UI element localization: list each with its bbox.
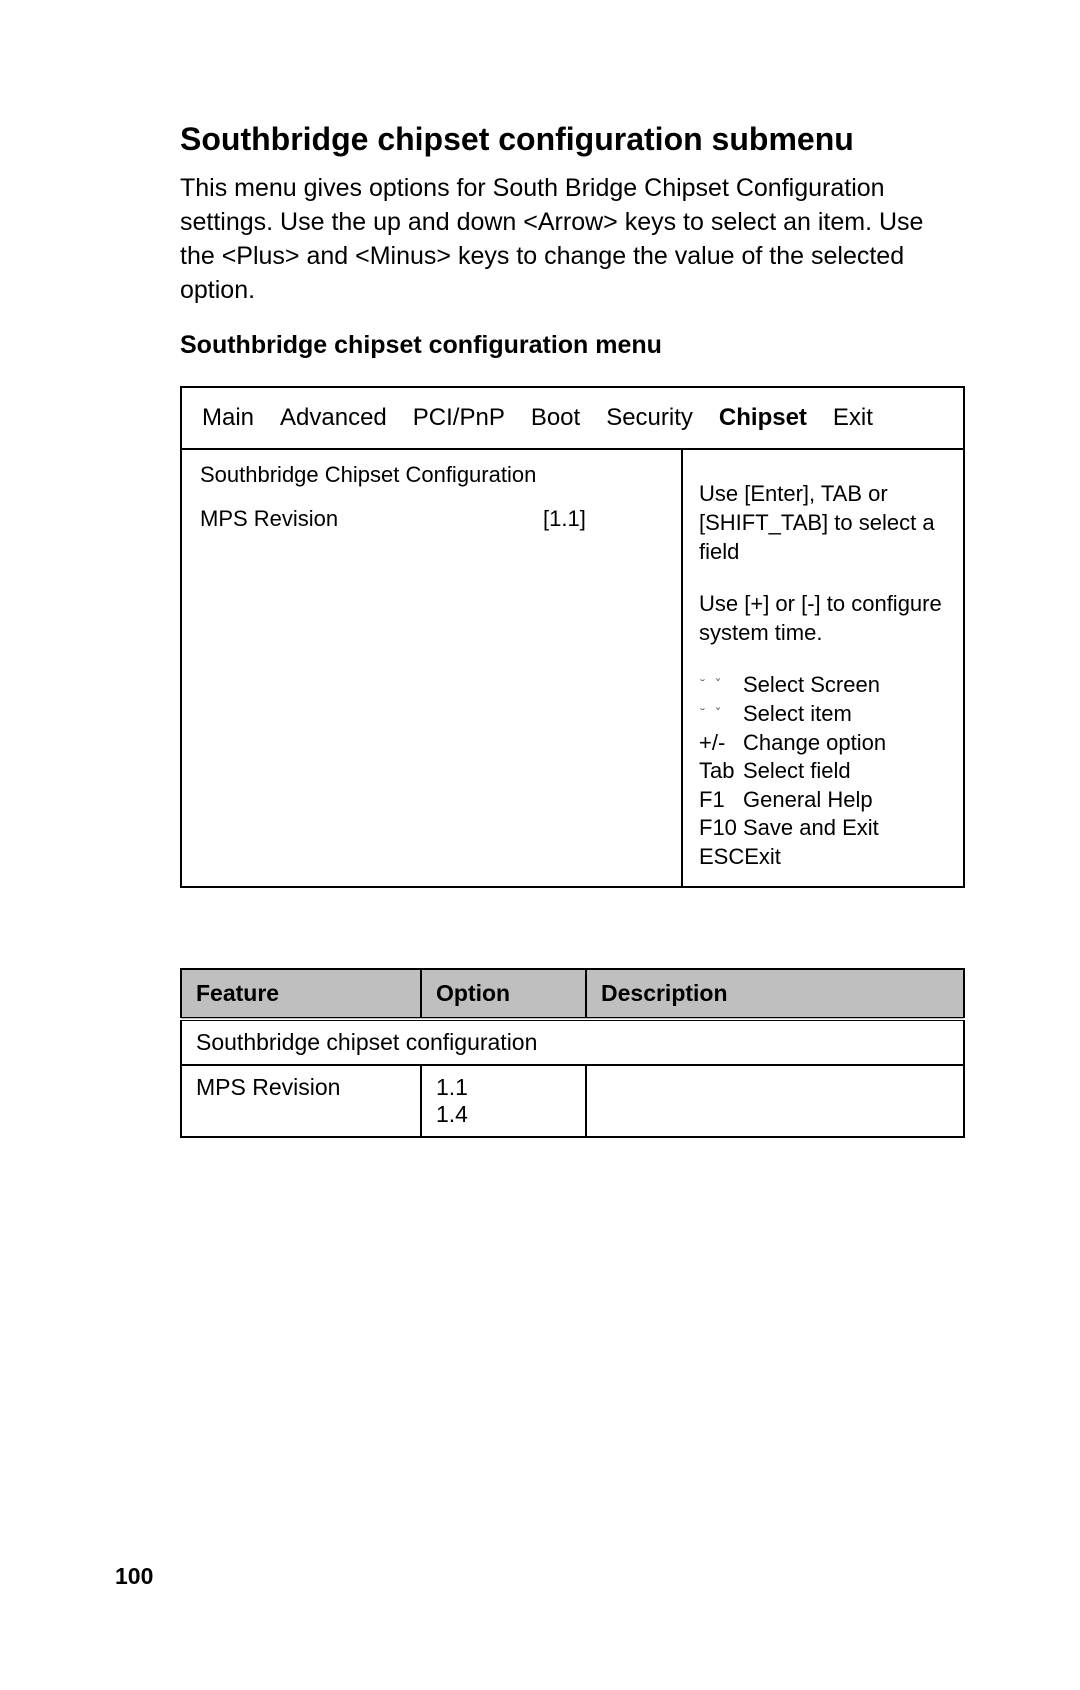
- bios-panel-title: Southbridge Chipset Configuration: [200, 462, 663, 488]
- table-section-cell: Southbridge chipset configuration: [181, 1019, 964, 1065]
- section-subheading: Southbridge chipset configuration menu: [180, 331, 965, 360]
- tab-security[interactable]: Security: [606, 404, 693, 432]
- bios-left-panel: Southbridge Chipset Configuration MPS Re…: [182, 450, 683, 885]
- table-header-row: Feature Option Description: [181, 969, 964, 1019]
- hint-change-option: +/-Change option: [699, 729, 947, 758]
- document-page: Southbridge chipset configuration submen…: [0, 0, 1080, 1690]
- hint-select-field: TabSelect field: [699, 757, 947, 786]
- setting-value: [1.1]: [543, 506, 663, 532]
- setting-label: MPS Revision: [200, 506, 543, 532]
- tab-main[interactable]: Main: [202, 404, 254, 432]
- cell-feature: MPS Revision: [181, 1065, 421, 1137]
- cell-description: [586, 1065, 964, 1137]
- table-section-row: Southbridge chipset configuration: [181, 1019, 964, 1065]
- bios-menu-box: Main Advanced PCI/PnP Boot Security Chip…: [180, 386, 965, 887]
- table-row: MPS Revision 1.1 1.4: [181, 1065, 964, 1137]
- bios-help-panel: Use [Enter], TAB or [SHIFT_TAB] to selec…: [683, 450, 963, 885]
- bios-tabs: Main Advanced PCI/PnP Boot Security Chip…: [182, 388, 963, 450]
- hint-general-help: F1General Help: [699, 786, 947, 815]
- bios-body: Southbridge Chipset Configuration MPS Re…: [182, 450, 963, 885]
- col-header-option: Option: [421, 969, 586, 1019]
- cell-option: 1.1 1.4: [421, 1065, 586, 1137]
- hint-exit: ESCExit: [699, 843, 947, 872]
- help-text-2: Use [+] or [-] to configure system time.: [699, 590, 947, 647]
- help-text-1: Use [Enter], TAB or [SHIFT_TAB] to selec…: [699, 480, 947, 566]
- feature-table: Feature Option Description Southbridge c…: [180, 968, 965, 1138]
- hint-select-screen: ˘ ˇSelect Screen: [699, 671, 947, 700]
- hint-select-item: ˘ ˇSelect item: [699, 700, 947, 729]
- tab-pcipnp[interactable]: PCI/PnP: [413, 404, 505, 432]
- tab-boot[interactable]: Boot: [531, 404, 580, 432]
- tab-exit[interactable]: Exit: [833, 404, 873, 432]
- page-number: 100: [115, 1563, 153, 1590]
- col-header-feature: Feature: [181, 969, 421, 1019]
- hint-save-exit: F10Save and Exit: [699, 814, 947, 843]
- col-header-description: Description: [586, 969, 964, 1019]
- key-hints: ˘ ˇSelect Screen ˘ ˇSelect item +/-Chang…: [699, 671, 947, 871]
- page-heading: Southbridge chipset configuration submen…: [180, 120, 965, 158]
- tab-chipset[interactable]: Chipset: [719, 404, 807, 432]
- bios-setting-row[interactable]: MPS Revision [1.1]: [200, 506, 663, 532]
- tab-advanced[interactable]: Advanced: [280, 404, 387, 432]
- intro-paragraph: This menu gives options for South Bridge…: [180, 172, 965, 307]
